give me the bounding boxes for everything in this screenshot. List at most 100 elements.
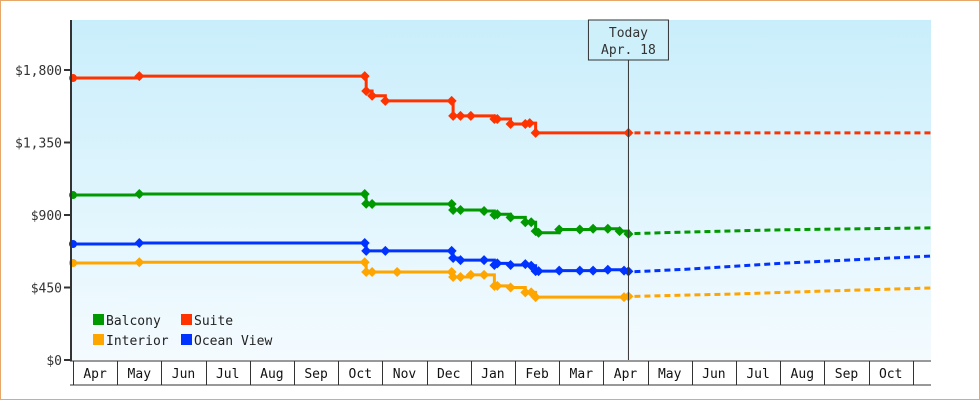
data-point[interactable]	[455, 205, 466, 216]
data-point[interactable]	[361, 198, 372, 209]
data-point[interactable]	[134, 71, 145, 82]
data-point[interactable]	[602, 223, 613, 234]
data-point[interactable]	[448, 272, 459, 283]
data-point[interactable]	[505, 259, 516, 270]
data-point[interactable]	[505, 212, 516, 223]
data-point[interactable]	[359, 238, 370, 249]
x-tick-label: Oct	[349, 367, 372, 382]
forecast-line	[634, 254, 932, 274]
data-point[interactable]	[367, 199, 378, 210]
data-point[interactable]	[492, 113, 503, 124]
x-tick-label: May	[658, 367, 682, 382]
data-point[interactable]	[465, 110, 476, 121]
data-point[interactable]	[492, 280, 503, 291]
x-tick-label: Sep	[304, 367, 328, 382]
data-point[interactable]	[380, 95, 391, 106]
data-point[interactable]	[533, 266, 544, 277]
data-point[interactable]	[359, 71, 370, 82]
x-tick-label: Apr	[614, 367, 638, 382]
legend-item: Balcony	[93, 314, 161, 329]
data-point[interactable]	[554, 224, 565, 235]
data-point[interactable]	[446, 245, 457, 256]
data-point[interactable]	[520, 217, 531, 228]
forecast-line	[634, 286, 932, 298]
data-point[interactable]	[448, 110, 459, 121]
series-ocean-view	[69, 238, 932, 277]
data-point[interactable]	[465, 269, 476, 280]
today-date: Apr. 18	[601, 43, 656, 58]
data-point[interactable]	[361, 267, 372, 278]
data-point[interactable]	[479, 205, 490, 216]
series-balcony	[69, 189, 932, 240]
x-tick-label: Apr	[83, 367, 107, 382]
series-suite	[69, 71, 931, 138]
data-point[interactable]	[492, 258, 503, 269]
x-tick-label: Jul	[746, 367, 769, 382]
legend-swatch	[181, 314, 192, 325]
data-point[interactable]	[455, 110, 466, 121]
data-point[interactable]	[524, 118, 535, 129]
today-marker: Today Apr. 18	[587, 19, 669, 360]
x-tick-label: Jun	[702, 367, 725, 382]
x-tick-label: May	[128, 367, 152, 382]
data-point[interactable]	[520, 287, 531, 298]
data-point[interactable]	[602, 264, 613, 275]
data-point[interactable]	[134, 238, 145, 249]
data-point[interactable]	[479, 255, 490, 266]
legend-swatch	[93, 334, 104, 345]
data-point[interactable]	[359, 257, 370, 268]
legend-label: Interior	[106, 334, 169, 349]
data-point[interactable]	[448, 253, 459, 264]
x-tick-label: Oct	[879, 367, 902, 382]
data-point[interactable]	[614, 226, 625, 237]
data-point[interactable]	[588, 223, 599, 234]
data-point[interactable]	[530, 292, 541, 303]
x-tick-label: Jul	[216, 367, 239, 382]
data-point[interactable]	[361, 85, 372, 96]
y-tick-label: $1,350	[15, 137, 62, 152]
data-point[interactable]	[455, 272, 466, 283]
x-tick-label: Sep	[835, 367, 859, 382]
data-point[interactable]	[574, 265, 585, 276]
y-tick-label: $450	[31, 282, 62, 297]
data-point[interactable]	[361, 245, 372, 256]
x-tick-label: Mar	[570, 367, 594, 382]
legend-label: Suite	[194, 314, 233, 329]
data-point[interactable]	[574, 224, 585, 235]
data-point[interactable]	[134, 257, 145, 268]
x-tick-label: Aug	[260, 367, 283, 382]
data-point[interactable]	[526, 217, 537, 228]
data-point[interactable]	[367, 90, 378, 101]
data-point[interactable]	[505, 118, 516, 129]
legend-swatch	[93, 314, 104, 325]
data-point[interactable]	[588, 265, 599, 276]
y-tick-label: $1,800	[15, 64, 62, 79]
data-point[interactable]	[380, 245, 391, 256]
x-tick-label: Jun	[172, 367, 195, 382]
data-point[interactable]	[530, 127, 541, 138]
data-point[interactable]	[359, 189, 370, 200]
y-tick-label: $0	[46, 354, 62, 369]
data-point[interactable]	[554, 265, 565, 276]
data-point[interactable]	[448, 205, 459, 216]
y-tick-label: $900	[31, 209, 62, 224]
legend-label: Balcony	[106, 314, 161, 329]
data-point[interactable]	[446, 95, 457, 106]
data-point[interactable]	[492, 209, 503, 220]
data-point[interactable]	[134, 189, 145, 200]
forecast-line	[634, 226, 932, 236]
data-point[interactable]	[505, 282, 516, 293]
x-tick-label: Feb	[525, 367, 549, 382]
legend-item: Suite	[181, 314, 233, 329]
data-point[interactable]	[392, 267, 403, 278]
legend-item: Interior	[93, 334, 169, 349]
series-interior	[69, 257, 932, 303]
data-point[interactable]	[479, 269, 490, 280]
data-point[interactable]	[455, 255, 466, 266]
x-tick-label: Dec	[437, 367, 460, 382]
data-point[interactable]	[367, 267, 378, 278]
data-point[interactable]	[533, 227, 544, 238]
today-box	[587, 19, 669, 61]
